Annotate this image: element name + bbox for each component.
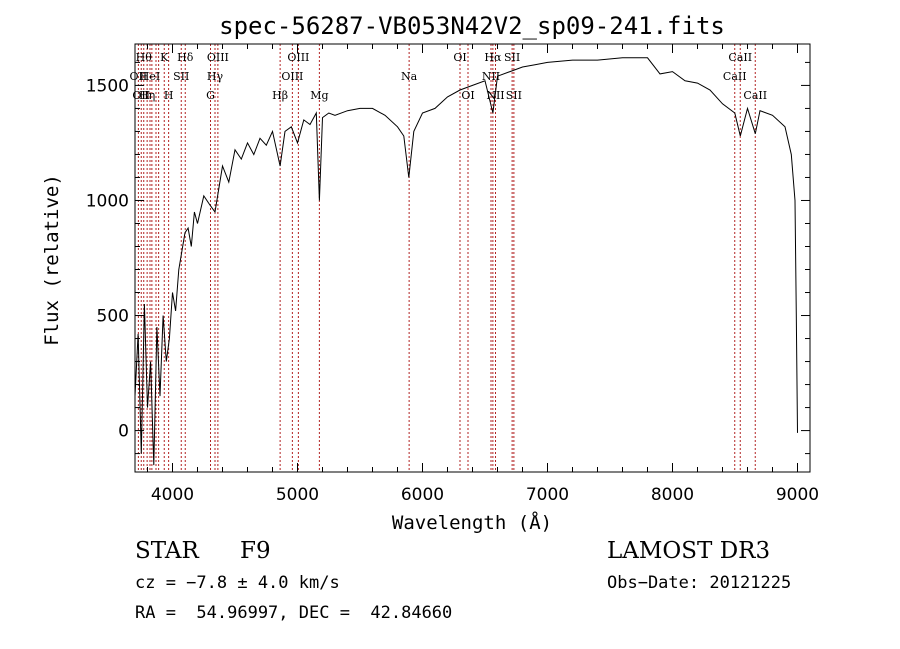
spectral-line-markers [137,44,756,472]
y-tick-label: 1500 [86,76,129,96]
line-label: OIII [287,51,309,64]
line-label: NII [482,70,500,83]
axis-ticks: 4000 5000 6000 7000 8000 9000 0 500 1000 1500 [86,44,819,505]
chart-title: spec-56287-VB053N42V2_sp09-241.fits [219,12,725,40]
line-label: Hβ [272,89,288,102]
line-label: SII [506,89,522,102]
line-label: Hγ [207,70,224,83]
line-label: Hα [484,51,502,64]
line-label: Hη [139,89,155,102]
x-tick-label: 6000 [401,485,444,505]
spectrum-line [134,57,798,466]
line-label: OI [453,51,466,64]
line-label: G [206,89,215,102]
line-label: Hδ [177,51,194,64]
line-label: SII [173,70,189,83]
line-label: Na [401,70,418,83]
y-tick-label: 0 [118,422,129,442]
x-tick-label: 4000 [151,485,194,505]
line-label: H [164,89,174,102]
obs-date: Obs−Date: 20121225 [607,573,792,593]
x-tick-label: 5000 [276,485,319,505]
y-axis-label: Flux (relative) [41,174,63,346]
survey-name: LAMOST DR3 [607,538,771,564]
line-label: CaII [723,70,747,83]
y-tick-label: 500 [97,307,129,327]
x-tick-label: 7000 [526,485,569,505]
x-tick-label: 8000 [651,485,694,505]
redshift-readout: cz = −7.8 ± 4.0 km/s [135,573,340,593]
plot-frame [134,43,811,473]
x-tick-label: 9000 [776,485,819,505]
line-label: Hθ [136,51,153,64]
line-label: OII [130,70,148,83]
line-label: OIII [281,70,303,83]
x-axis-label: Wavelength (Å) [392,511,552,534]
line-label: SII [504,51,520,64]
line-label: K [160,51,169,64]
line-label: CaII [728,51,752,64]
line-label: OIII [207,51,229,64]
spectral-subclass: F9 [240,538,271,564]
coordinates: RA = 54.96997, DEC = 42.84660 [135,603,453,623]
line-label: HeI [140,70,160,83]
line-label: CaII [743,89,767,102]
y-tick-label: 1000 [86,191,129,211]
line-label: Mg [310,89,328,102]
object-class: STAR [135,538,199,564]
line-label: OI [461,89,474,102]
line-label: OII [132,89,150,102]
